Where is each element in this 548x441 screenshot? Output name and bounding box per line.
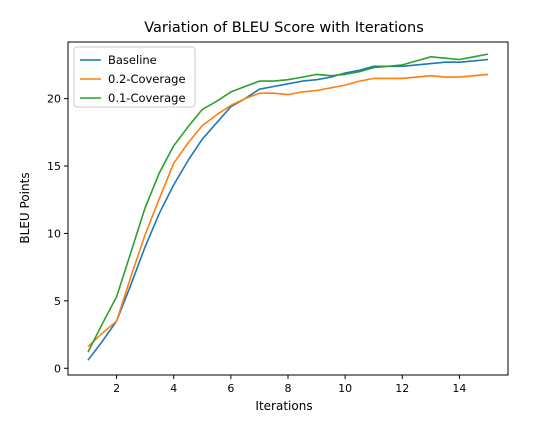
legend-label: 0.1-Coverage [108,91,186,105]
x-tick-label: 6 [227,382,234,395]
y-tick-label: 0 [54,362,61,375]
x-tick-label: 12 [395,382,409,395]
y-axis-label: BLEU Points [18,172,32,243]
y-tick-label: 5 [54,295,61,308]
series-line-baseline [87,58,489,361]
chart-title: Variation of BLEU Score with Iterations [144,20,424,36]
x-axis-label: Iterations [255,399,312,413]
y-tick-label: 15 [47,160,61,173]
y-axis: 0 5 10 15 20 [47,93,68,375]
legend: Baseline 0.2-Coverage 0.1-Coverage [73,46,196,108]
x-tick-label: 4 [170,382,177,395]
y-tick-label: 10 [47,227,61,240]
legend-box [73,46,196,108]
legend-label: 0.2-Coverage [108,72,186,86]
x-tick-label: 14 [452,382,466,395]
legend-label: Baseline [108,53,157,67]
y-tick-label: 20 [47,93,61,106]
x-tick-label: 8 [285,382,292,395]
x-tick-label: 2 [113,382,120,395]
series-line-0-1-coverage [87,53,489,353]
x-tick-label: 10 [338,382,352,395]
x-axis: 2 4 6 8 10 12 14 [113,375,466,395]
series-layer [87,53,489,361]
series-line-0-2-coverage [87,73,489,348]
